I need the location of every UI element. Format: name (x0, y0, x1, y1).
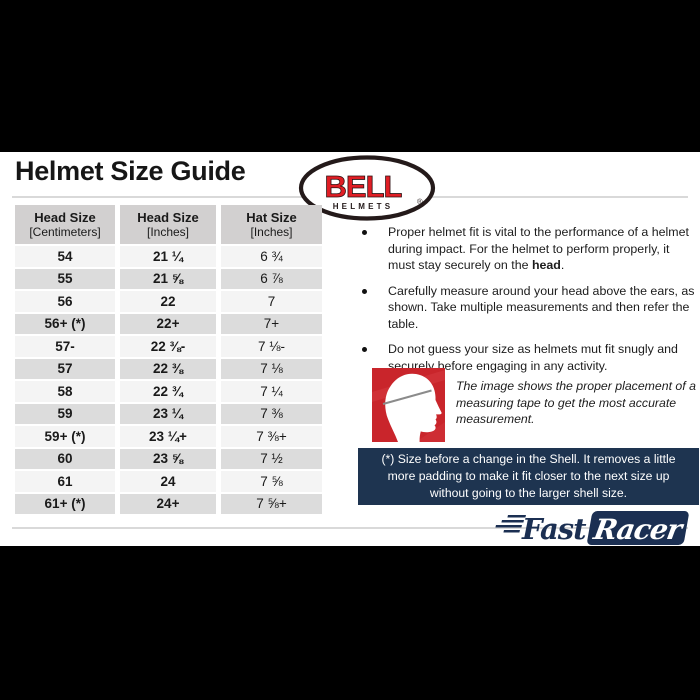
table-cell: 24 (120, 471, 216, 492)
fit-bullets: Proper helmet fit is vital to the perfor… (358, 224, 698, 383)
table-header-hat-size-in: Hat Size [Inches] (221, 205, 322, 244)
bell-helmets-logo-icon: BELL ® HELMETS (298, 155, 436, 221)
fast-wordmark: Fast (521, 512, 587, 546)
table-cell: 56+ (*) (15, 313, 115, 334)
table-cell: 61 (15, 471, 115, 492)
bullet-dot-icon (362, 288, 367, 294)
table-cell: 22 ¾ (120, 381, 216, 402)
measuring-tape-line (382, 389, 432, 405)
table-cell: 7 ⅛- (221, 336, 322, 357)
head-measurement-image (372, 368, 445, 442)
table-cell: 7 ⅝+ (221, 493, 322, 514)
table-cell: 23 ⅝ (120, 448, 216, 469)
table-cell: 21 ⅝ (120, 268, 216, 289)
table-cell: 57 (15, 358, 115, 379)
table-cell: 54 (15, 246, 115, 267)
table-cell: 6 ¾ (221, 246, 322, 267)
bell-helmets-subtext: HELMETS (333, 202, 394, 211)
image-caption: The image shows the proper placement of … (456, 379, 696, 426)
size-table: Head Size [Centimeters] Head Size [Inche… (15, 205, 322, 514)
table-cell: 7 ½ (221, 448, 322, 469)
bullet-text: Proper helmet fit is vital to the perfor… (388, 225, 689, 272)
table-cell: 7 ⅛ (221, 358, 322, 379)
table-cell: 61+ (*) (15, 493, 115, 514)
table-cell: 7 ⅝ (221, 471, 322, 492)
top-letterbox (0, 0, 700, 152)
table-cell: 22 ⅜ (120, 358, 216, 379)
table-cell: 60 (15, 448, 115, 469)
table-cell: 7 ⅜ (221, 403, 322, 424)
table-cell: 59 (15, 403, 115, 424)
table-cell: 22 (120, 291, 216, 312)
table-cell: 24+ (120, 493, 216, 514)
bullet-dot-icon (362, 347, 367, 352)
table-cell: 23 ¼+ (120, 426, 216, 447)
table-cell: 7 (221, 291, 322, 312)
table-header-head-size-in: Head Size [Inches] (120, 205, 216, 244)
table-cell: 59+ (*) (15, 426, 115, 447)
table-cell: 55 (15, 268, 115, 289)
table-cell: 7 ⅜+ (221, 426, 322, 447)
shell-size-note: (*) Size before a change in the Shell. I… (358, 448, 699, 505)
table-cell: 56 (15, 291, 115, 312)
bullet-dot-icon (362, 230, 367, 235)
content-area: Helmet Size Guide BELL ® HELMETS Head Si… (0, 152, 700, 546)
page-title: Helmet Size Guide (15, 156, 246, 186)
table-cell: 23 ¼ (120, 403, 216, 424)
racer-wordmark: Racer (590, 513, 687, 546)
registered-mark: ® (417, 197, 423, 206)
bottom-letterbox (0, 546, 700, 700)
table-cell: 22+ (120, 313, 216, 334)
table-cell: 21 ¼ (120, 246, 216, 267)
table-cell: 7 ¼ (221, 381, 322, 402)
bullet-item: Carefully measure around your head above… (358, 283, 698, 333)
table-header-head-size-cm: Head Size [Centimeters] (15, 205, 115, 244)
table-cell: 57- (15, 336, 115, 357)
bottom-divider (12, 527, 688, 529)
bullet-item: Proper helmet fit is vital to the perfor… (358, 224, 698, 274)
fastracer-logo-icon: Fast Racer (495, 511, 689, 546)
table-cell: 22 ⅜- (120, 336, 216, 357)
table-cell: 7+ (221, 313, 322, 334)
bullet-text: Carefully measure around your head above… (388, 283, 695, 331)
bell-wordmark: BELL (325, 169, 402, 204)
table-cell: 6 ⅞ (221, 268, 322, 289)
table-cell: 58 (15, 381, 115, 402)
speed-lines-icon (495, 515, 526, 533)
